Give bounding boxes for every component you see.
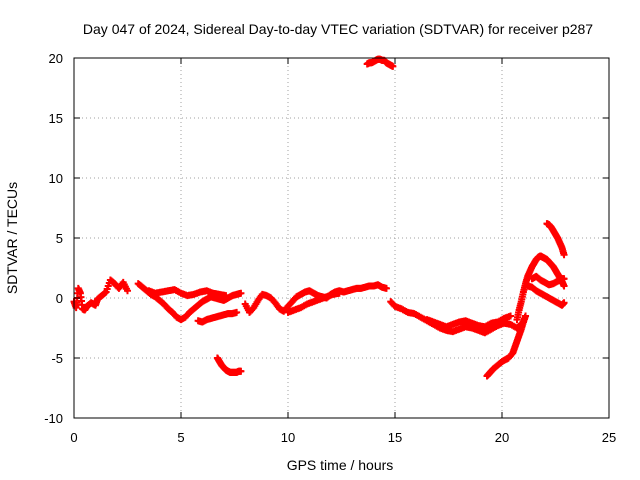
y-tick-label: 15 xyxy=(49,111,63,126)
series-late-upper xyxy=(543,220,568,259)
data-point xyxy=(507,312,515,320)
data-point xyxy=(522,312,530,320)
chart-title: Day 047 of 2024, Sidereal Day-to-day VTE… xyxy=(83,21,593,37)
data-point xyxy=(233,308,241,316)
x-axis-label: GPS time / hours xyxy=(287,457,394,473)
data-point xyxy=(382,284,390,292)
data-point xyxy=(237,289,245,297)
data-point xyxy=(222,292,230,300)
y-tick-label: 0 xyxy=(56,291,63,306)
y-tick-label: 5 xyxy=(56,231,63,246)
series-early xyxy=(70,276,131,314)
series-morning-upper xyxy=(145,286,230,300)
series-afternoon-band xyxy=(423,312,515,331)
series-peak xyxy=(363,55,397,70)
series-descending xyxy=(483,312,530,380)
series-isolated-arc xyxy=(213,354,245,376)
series-rising xyxy=(513,252,568,324)
y-tick-label: -10 xyxy=(44,411,63,426)
data-point xyxy=(560,251,568,259)
y-axis-label: SDTVAR / TECUs xyxy=(4,182,20,294)
y-tick-label: 20 xyxy=(49,51,63,66)
data-point xyxy=(389,62,397,70)
series-morning-lower xyxy=(194,308,241,326)
grid-lines xyxy=(74,58,609,418)
x-tick-label: 20 xyxy=(495,430,509,445)
x-tick-label: 0 xyxy=(70,430,77,445)
series-late-lower xyxy=(524,282,568,309)
x-tick-label: 10 xyxy=(281,430,295,445)
y-tick-label: 10 xyxy=(49,171,63,186)
series-midday-lower xyxy=(284,289,343,316)
x-tick-label: 5 xyxy=(177,430,184,445)
data-point xyxy=(124,287,131,295)
data-point xyxy=(560,275,568,283)
data-point xyxy=(237,367,245,375)
x-tick-label: 15 xyxy=(388,430,402,445)
data-point xyxy=(335,289,343,297)
data-points xyxy=(70,55,568,380)
series-late-mid xyxy=(528,272,568,289)
y-tick-label: -5 xyxy=(51,351,63,366)
axis-ticks: 0 5 10 15 20 25 -10 -5 0 5 10 15 20 xyxy=(44,51,616,445)
data-point xyxy=(560,299,568,307)
x-tick-label: 25 xyxy=(602,430,616,445)
data-point xyxy=(560,282,568,290)
